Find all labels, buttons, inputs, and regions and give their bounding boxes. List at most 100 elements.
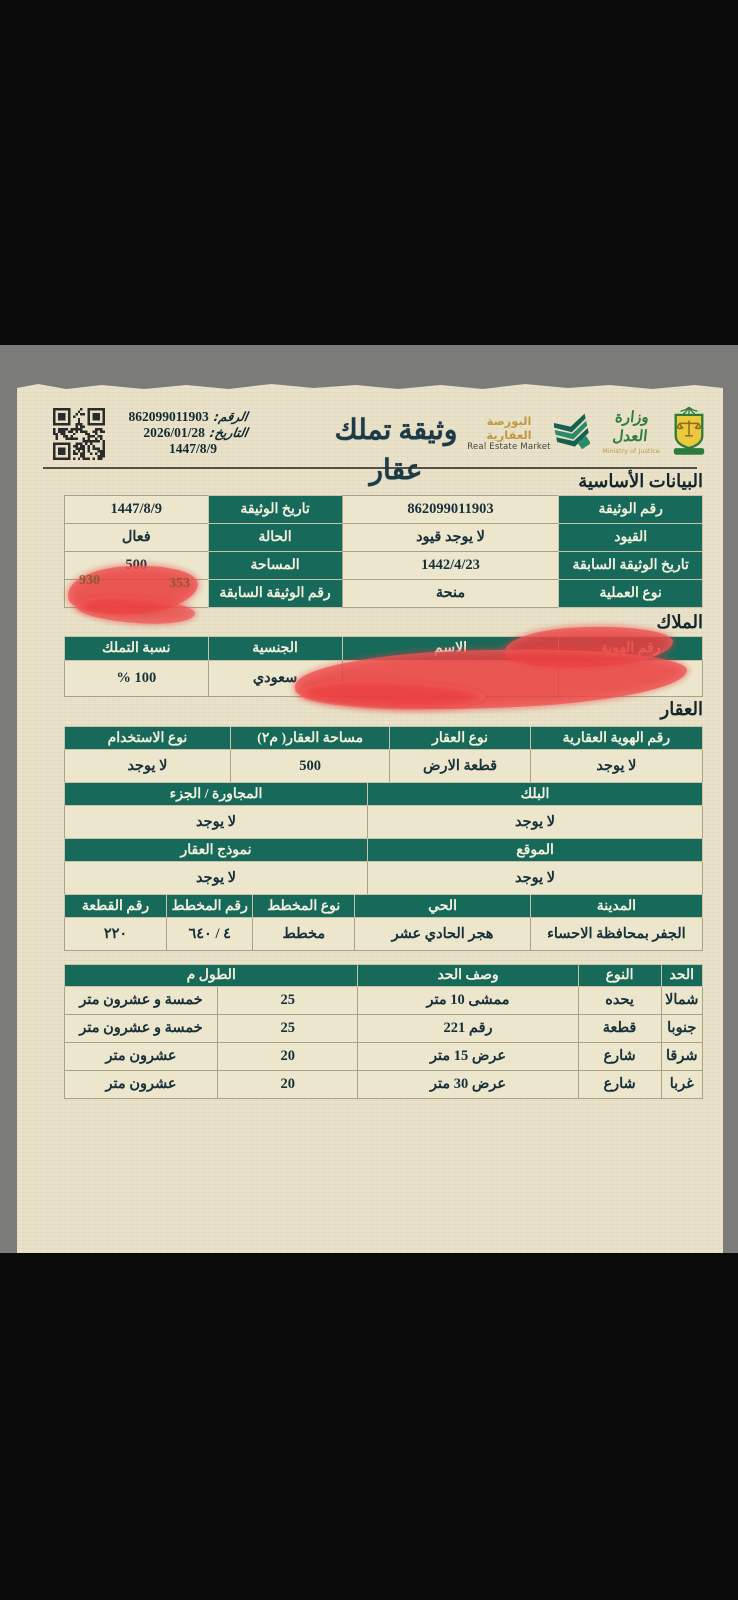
field-label: رقم الوثيقة [558,495,703,524]
column-header: المجاورة / الجزء [63,782,369,806]
field-label: تاريخ الوثيقة السابقة [558,551,703,580]
table-header-row: البلك المجاورة / الجزء [63,782,703,806]
document-number-block: الرقم: 862099011903 التاريخ: 2026/01/28 … [125,409,249,457]
bound-side: جنوبا [660,1014,704,1043]
field-value: 500 [229,749,391,783]
column-header-city: المدينة [529,894,704,918]
field-value: لا يوجد قيود [341,523,560,552]
rem-chevrons-icon [554,413,590,450]
table-row: رقم الوثيقة 862099011903 تاريخ الوثيقة 1… [64,495,703,524]
document-date-line: التاريخ: 2026/01/28 [125,425,249,441]
rem-logo-arabic-label: البورصة العقارية [486,414,532,442]
field-label: القيود [558,523,703,552]
bound-length-number: 20 [217,1070,359,1099]
field-label: تاريخ الوثيقة [207,495,343,524]
table-row: تاريخ الوثيقة السابقة 1442/4/23 المساحة … [64,551,703,580]
bottom-black-band [0,1253,738,1600]
field-value: فعال [64,523,209,552]
ministry-of-justice-logo: وزارة العدل Ministry of Justice [595,401,713,461]
date-hijri: 1447/8/9 [168,441,217,456]
field-value: 1447/8/9 [64,495,209,524]
bound-type: شارع [577,1070,662,1099]
table-header-row: المدينة الحي نوع المخطط رقم المخطط رقم ا… [63,894,704,918]
column-header: البلك [367,782,703,806]
header-divider [43,467,697,469]
property-table-location: الموقع نموذج العقار لا يوجد لا يوجد [63,838,703,895]
column-header: نموذج العقار [63,838,369,862]
bound-side: شمالا [660,986,704,1015]
bound-type: يحده [577,986,662,1015]
document-viewer-background: الرقم: 862099011903 التاريخ: 2026/01/28 … [0,345,738,1253]
column-header-share: نسبة التملك [64,636,209,661]
bound-length-number: 20 [217,1042,359,1071]
bound-side: شرقا [660,1042,704,1071]
field-value: لا يوجد [63,805,369,839]
table-row: القيود لا يوجد قيود الحالة فعال [64,523,703,552]
column-header-description: وصف الحد [357,964,579,987]
date-gregorian: 2026/01/28 [143,425,205,440]
column-header-district: الحي [354,894,531,918]
field-label: الحالة [207,523,343,552]
bound-length-number: 25 [217,1014,359,1043]
bound-length-text: عشرون متر [63,1042,219,1071]
column-header: مساحة العقار( م٢) [229,726,391,750]
column-header-plan-type: نوع المخطط [252,894,356,918]
field-label: المساحة [207,551,343,580]
city-value: الجفر بمحافظة الاحساء [529,917,704,951]
bound-description: رقم 221 [357,1014,579,1043]
field-value: لا يوجد [63,861,369,895]
column-header-side: الحد [660,964,704,987]
column-header-length: الطول م [63,964,359,987]
redacted-number-fragment: 353 [169,576,190,591]
field-value: منحة [341,579,560,608]
date-label: التاريخ: [208,425,249,440]
qr-code-icon [53,407,105,461]
column-header-nationality: الجنسية [207,636,343,661]
column-header: نوع العقار [389,726,531,750]
field-label: رقم الوثيقة السابقة [207,579,343,608]
table-header-row: الموقع نموذج العقار [63,838,703,862]
moj-emblem-icon [673,406,705,455]
section-title-property: العقار [660,699,703,719]
table-row: لا يوجد قطعة الارض 500 لا يوجد [64,749,704,783]
column-header-type: النوع [577,964,662,987]
bound-type: قطعة [577,1014,662,1043]
section-title-basic-data: البيانات الأساسية [578,471,703,491]
number-label: الرقم: [212,409,249,424]
bound-length-text: عشرون متر [63,1070,219,1099]
field-value: لا يوجد [367,805,703,839]
property-table-main: رقم الهوية العقارية نوع العقار مساحة الع… [64,726,704,783]
table-row: غربا شارع عرض 30 متر 20 عشرون متر [63,1070,704,1099]
field-value: لا يوجد [64,749,231,783]
bound-length-text: خمسة و عشرون متر [63,1014,219,1043]
field-value: قطعة الارض [389,749,531,783]
bound-type: شارع [577,1042,662,1071]
moj-logo-english-label: Ministry of Justice [602,446,660,455]
property-table-city: المدينة الحي نوع المخطط رقم المخطط رقم ا… [63,894,704,951]
field-value: لا يوجد [367,861,703,895]
date-hijri-line: 1447/8/9 [125,441,247,457]
column-header: الموقع [367,838,703,862]
table-row: الجفر بمحافظة الاحساء هجر الحادي عشر مخط… [63,917,704,951]
column-header: نوع الاستخدام [64,726,231,750]
bound-length-text: خمسة و عشرون متر [63,986,219,1015]
plan-number-value: ٤ / ٦٤٠ [166,917,254,951]
table-row: شرقا شارع عرض 15 متر 20 عشرون متر [63,1042,704,1071]
real-estate-market-logo: البورصة العقارية Real Estate Market [464,409,592,457]
field-label: نوع العملية [558,579,703,608]
top-black-band [0,0,738,345]
bound-length-number: 25 [217,986,359,1015]
table-header-row: رقم الهوية العقارية نوع العقار مساحة الع… [64,726,704,750]
field-value: 862099011903 [341,495,560,524]
table-row: لا يوجد لا يوجد [63,861,703,895]
plan-type-value: مخطط [252,917,356,951]
document-number-line: الرقم: 862099011903 [125,409,249,425]
document-number: 862099011903 [128,409,209,424]
table-row: لا يوجد لا يوجد [63,805,703,839]
bound-side: غربا [660,1070,704,1099]
bound-description: عرض 30 متر [357,1070,579,1099]
parcel-number-value: ٢٢٠ [63,917,168,951]
column-header: رقم الهوية العقارية [529,726,704,750]
moj-logo-arabic-label: وزارة العدل [611,409,650,445]
